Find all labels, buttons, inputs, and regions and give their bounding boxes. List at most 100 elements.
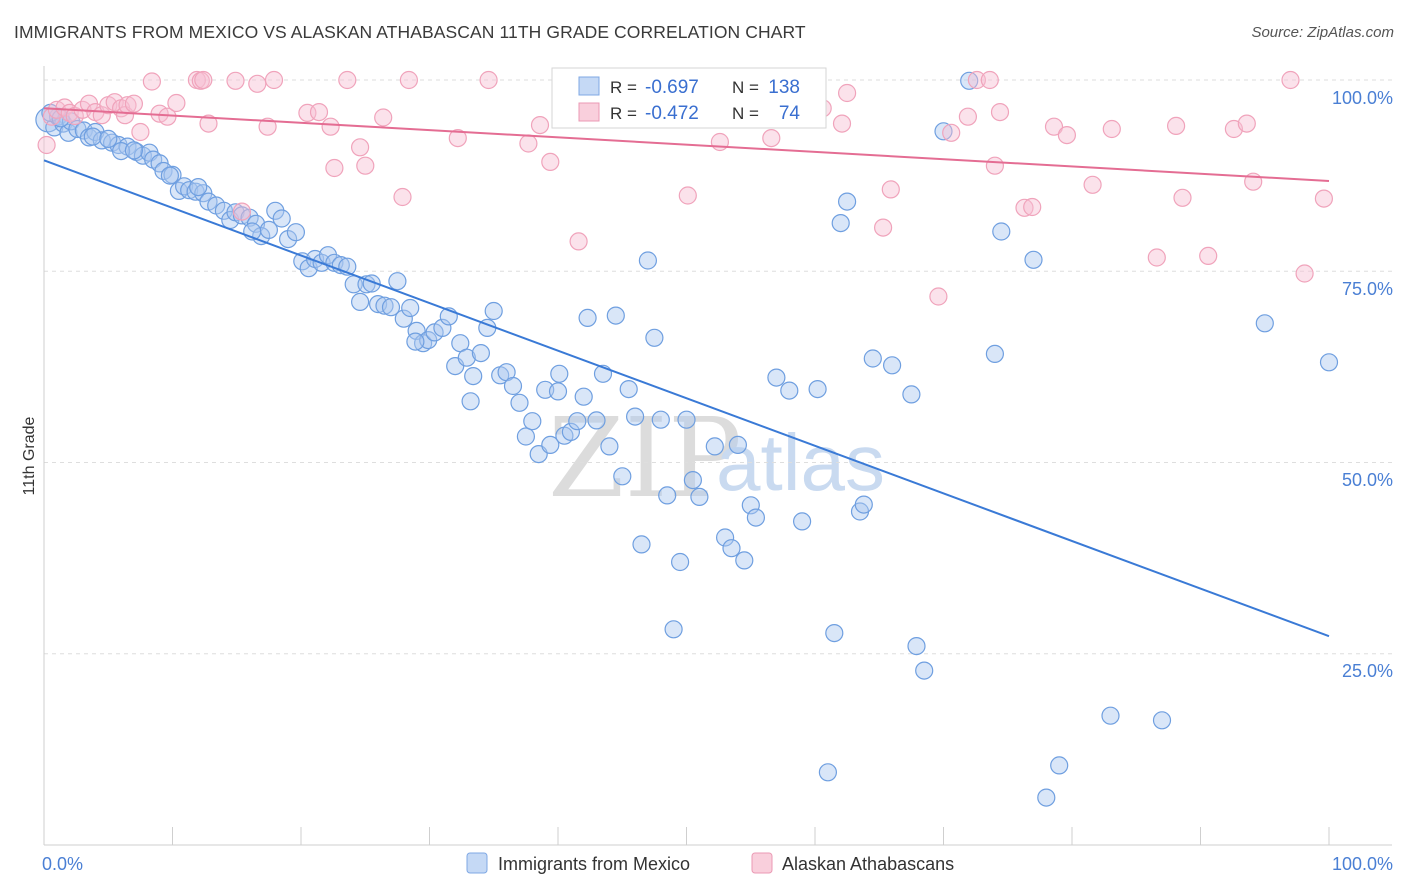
point-athabascan-59	[958, 107, 978, 126]
point-mexico-142	[99, 129, 118, 148]
point-athabascan-56	[881, 180, 900, 199]
point-mexico-28	[214, 201, 233, 220]
point-athabascan-45	[569, 232, 588, 251]
point-athabascan-75	[1295, 264, 1314, 283]
point-athabascan-28	[258, 117, 277, 136]
point-athabascan-26	[232, 202, 251, 221]
watermark-zip: ZIP	[548, 394, 742, 522]
point-athabascan-53	[832, 114, 852, 133]
point-athabascan-29	[264, 70, 284, 90]
point-athabascan-25	[226, 71, 245, 90]
point-mexico-129	[1024, 250, 1043, 269]
point-mexico-101	[683, 471, 703, 490]
point-mexico-147	[548, 382, 568, 401]
point-mexico-98	[664, 620, 683, 639]
point-mexico-134	[1255, 314, 1274, 333]
y-tick-label-75: 75.0%	[1342, 279, 1393, 299]
point-mexico-145	[406, 332, 425, 351]
point-mexico-59	[414, 334, 433, 353]
point-mexico-44	[318, 246, 338, 265]
point-athabascan-43	[530, 115, 550, 135]
legend-n-label-1: N =	[732, 78, 759, 97]
point-mexico-19	[154, 161, 173, 181]
point-athabascan-15	[124, 94, 143, 113]
point-athabascan-37	[374, 108, 393, 127]
point-athabascan-65	[1023, 197, 1042, 217]
legend-n-value-2: 74	[779, 103, 801, 124]
point-mexico-125	[934, 122, 953, 141]
point-mexico-95	[645, 328, 664, 347]
point-mexico-103	[705, 437, 724, 456]
point-mexico-96	[651, 410, 670, 429]
point-mexico-105	[722, 539, 741, 558]
point-mexico-140	[124, 141, 143, 160]
axes	[43, 66, 1392, 846]
bottom-legend-immigrants: Immigrants from Mexico	[498, 854, 690, 874]
point-mexico-110	[767, 368, 786, 387]
point-mexico-143	[160, 166, 179, 185]
point-athabascan-78	[1147, 248, 1166, 267]
point-athabascan-68	[1083, 175, 1102, 194]
point-mexico-67	[464, 367, 483, 386]
point-athabascan-20	[167, 93, 186, 113]
x-tick-label-100: 100.0%	[1332, 854, 1393, 874]
point-mexico-114	[818, 763, 838, 782]
point-mexico-111	[780, 381, 799, 400]
legend-r-value-2: -0.472	[645, 103, 699, 124]
point-mexico-127	[985, 344, 1005, 363]
legend-r-value-1: -0.697	[645, 77, 699, 98]
point-athabascan-23	[194, 70, 213, 90]
point-mexico-54	[381, 298, 401, 317]
point-athabascan-31	[309, 102, 329, 122]
point-mexico-62	[433, 318, 452, 337]
chart-title: IMMIGRANTS FROM MEXICO VS ALASKAN ATHABA…	[14, 22, 806, 42]
legend-swatch-blue	[578, 76, 600, 96]
point-mexico-131	[1050, 756, 1069, 775]
point-mexico-146	[461, 392, 480, 411]
point-mexico-104	[715, 528, 735, 547]
point-athabascan-34	[338, 70, 357, 90]
point-athabascan-41	[479, 70, 498, 90]
point-mexico-109	[746, 508, 766, 527]
bottom-legend-swatch-blue	[466, 852, 488, 874]
point-mexico-122	[902, 385, 921, 404]
point-mexico-97	[658, 486, 677, 505]
trend-line-athabascan	[43, 107, 1330, 182]
point-mexico-128	[992, 222, 1011, 241]
point-mexico-75	[516, 427, 536, 446]
point-mexico-141	[83, 127, 102, 146]
source-credit: Source: ZipAtlas.com	[1251, 24, 1394, 41]
point-athabascan-62	[985, 156, 1005, 175]
legend-swatch-pink	[578, 102, 600, 122]
point-mexico-84	[574, 387, 593, 406]
point-mexico-139	[189, 178, 208, 197]
point-mexico-138	[111, 142, 131, 161]
point-athabascan-44	[541, 152, 560, 171]
point-athabascan-16	[131, 122, 150, 142]
point-athabascan-60	[967, 70, 987, 90]
trend-line-mexico	[43, 159, 1330, 638]
point-athabascan-40	[448, 129, 467, 148]
point-mexico-49	[351, 292, 370, 311]
point-athabascan-70	[1166, 116, 1186, 136]
point-athabascan-64	[1015, 198, 1034, 217]
point-mexico-74	[510, 393, 529, 412]
point-mexico-126	[960, 71, 979, 90]
point-mexico-70	[484, 301, 503, 321]
point-athabascan-79	[1173, 188, 1192, 207]
point-mexico-119	[854, 495, 873, 514]
point-mexico-106	[728, 435, 748, 454]
point-athabascan-51	[762, 129, 781, 148]
point-athabascan-39	[399, 70, 418, 90]
x-tick-label-0: 0.0%	[42, 854, 83, 874]
y-tick-label-100: 100.0%	[1332, 88, 1393, 108]
point-athabascan-35	[351, 138, 370, 157]
bottom-legend-swatch-pink	[751, 852, 773, 874]
x-ticks	[43, 827, 1330, 845]
point-mexico-55	[388, 272, 407, 291]
y-tick-label-25: 25.0%	[1342, 661, 1393, 681]
point-athabascan-54	[837, 83, 857, 103]
point-athabascan-38	[393, 187, 412, 207]
point-athabascan-55	[873, 218, 893, 237]
legend-n-label-2: N =	[732, 104, 759, 123]
